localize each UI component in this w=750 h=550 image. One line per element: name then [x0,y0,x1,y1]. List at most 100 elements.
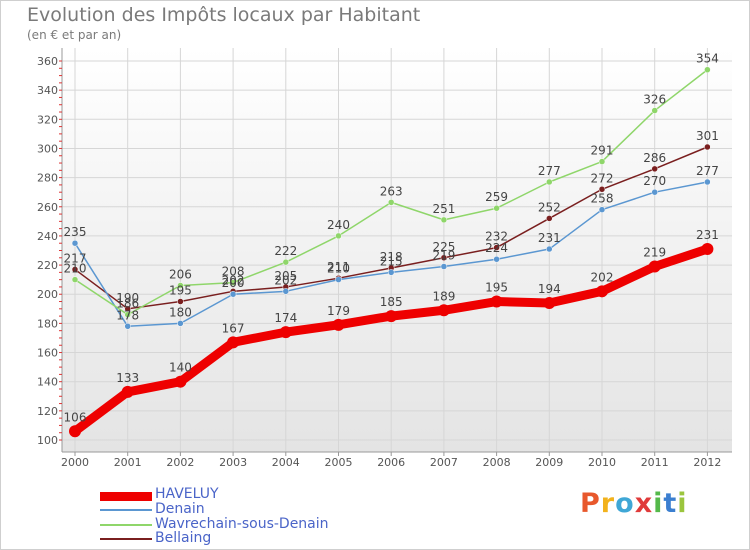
data-label-denain: 219 [432,249,455,263]
data-label-bellaing: 301 [696,129,719,143]
y-tick-label: 340 [37,84,58,97]
data-label-bellaing: 272 [591,171,614,185]
data-point-haveluy [69,425,81,438]
x-tick-label: 2004 [272,456,300,469]
data-label-wavrechain-sous-denain: 222 [274,244,297,258]
data-label-haveluy: 106 [64,410,87,424]
x-tick-label: 2002 [166,456,194,469]
y-tick-label: 240 [37,230,58,243]
data-point-haveluy [543,296,556,309]
data-label-wavrechain-sous-denain: 186 [116,297,139,311]
logo-letter: o [615,488,635,519]
data-point-denain [598,206,606,213]
data-point-denain [124,323,131,330]
data-label-wavrechain-sous-denain: 251 [432,202,455,216]
logo-letter: r [600,488,616,519]
data-label-wavrechain-sous-denain: 263 [380,184,403,198]
data-label-wavrechain-sous-denain: 259 [485,190,508,204]
data-point-bellaing [177,298,184,305]
logo-letter: i [653,488,664,519]
y-tick-label: 160 [37,347,58,360]
data-point-wavrechain-sous-denain [546,178,553,186]
data-label-haveluy: 174 [274,311,297,325]
data-label-haveluy: 133 [116,371,139,385]
data-point-haveluy [648,260,661,273]
legend-swatch-bellaing [100,538,152,540]
legend-swatch-haveluy [100,492,152,501]
x-tick-label: 2003 [219,456,247,469]
x-tick-label: 2009 [535,456,563,469]
data-label-denain: 210 [327,262,350,276]
data-point-denain [177,320,184,327]
data-label-wavrechain-sous-denain: 208 [222,265,245,279]
data-label-denain: 277 [696,164,719,178]
data-point-wavrechain-sous-denain [71,276,79,283]
data-point-haveluy [121,385,134,398]
data-label-denain: 180 [169,305,192,319]
data-label-haveluy: 189 [432,289,455,303]
data-point-denain [387,269,395,276]
data-label-denain: 231 [538,231,561,245]
logo-letter: x [634,488,654,519]
data-label-wavrechain-sous-denain: 326 [643,93,666,107]
data-point-haveluy [490,295,503,308]
data-label-denain: 202 [274,273,297,287]
data-point-haveluy [227,336,240,349]
x-tick-label: 2011 [641,456,669,469]
data-label-haveluy: 231 [696,228,719,242]
data-point-denain [282,288,290,295]
data-label-bellaing: 217 [64,251,87,265]
data-point-bellaing [651,165,658,173]
legend-label-denain: Denain [155,501,205,517]
logo-letter: t [663,488,678,519]
data-point-haveluy [385,310,398,323]
chart-subtitle: (en € et par an) [27,28,122,42]
data-point-wavrechain-sous-denain [440,216,448,224]
data-point-wavrechain-sous-denain [598,158,606,165]
y-tick-label: 320 [37,113,58,126]
y-tick-label: 280 [37,172,58,185]
data-label-haveluy: 167 [222,321,245,335]
proxiti-logo: Proxiti [580,488,688,519]
x-tick-label: 2005 [325,456,353,469]
data-point-wavrechain-sous-denain [282,258,290,266]
data-point-haveluy [174,375,187,388]
data-point-haveluy [596,285,608,298]
data-point-denain [546,245,553,253]
x-tick-label: 2001 [114,456,142,469]
data-label-denain: 200 [222,276,245,290]
data-point-bellaing [71,266,79,273]
data-point-haveluy [701,243,714,256]
data-label-bellaing: 232 [485,230,508,244]
data-label-bellaing: 252 [538,200,561,214]
data-point-wavrechain-sous-denain [387,199,395,206]
data-label-wavrechain-sous-denain: 240 [327,218,350,232]
data-point-denain [651,188,658,196]
data-point-bellaing [546,215,553,222]
y-tick-label: 360 [37,55,58,68]
y-tick-label: 200 [37,288,58,301]
data-label-bellaing: 190 [116,291,139,305]
data-label-haveluy: 140 [169,361,192,375]
data-point-wavrechain-sous-denain [229,279,237,286]
data-label-bellaing: 211 [327,260,350,274]
data-label-wavrechain-sous-denain: 291 [591,144,614,158]
y-tick-label: 300 [37,142,58,155]
data-label-bellaing: 218 [380,250,403,264]
data-point-denain [493,255,500,263]
axes: 100 120 140 160 180 200 220 240 260 280 300 320 340 3… [37,48,732,469]
y-tick-label: 120 [37,405,58,418]
data-label-bellaing: 195 [169,284,192,298]
data-label-haveluy: 179 [327,304,350,318]
data-point-wavrechain-sous-denain [177,282,184,289]
data-label-wavrechain-sous-denain: 210 [64,262,87,276]
y-tick-label: 220 [37,259,58,272]
data-point-wavrechain-sous-denain [651,107,658,114]
x-tick-label: 2007 [430,456,458,469]
y-tick-label: 100 [37,434,58,447]
y-tick-label: 140 [37,376,58,389]
data-label-denain: 224 [485,241,508,255]
data-point-bellaing [440,254,448,262]
